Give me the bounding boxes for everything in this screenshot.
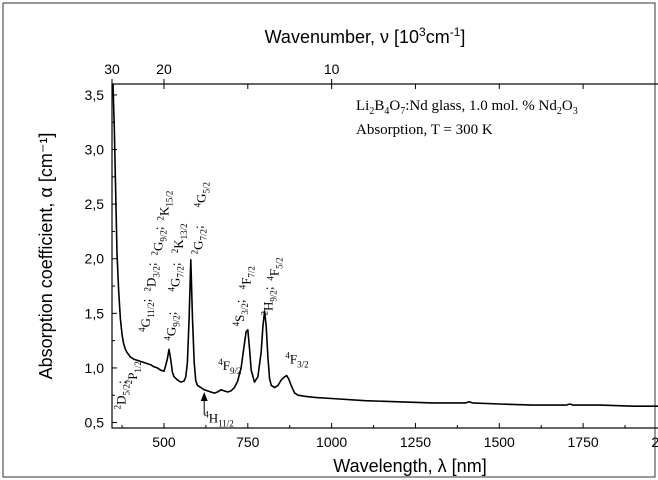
y-tick-label: 0,5 — [85, 415, 105, 431]
x-tick-label: 1750 — [568, 434, 599, 450]
legend-line-2: Absorption, T = 300 K — [356, 122, 493, 138]
transition-label-a3: 4G11/2; — [137, 299, 156, 332]
transition-labels: 2D5/2;2P1/2 4G11/2; 2D3/2; 2G9/2; 2K15/2 4G9/… — [112, 182, 308, 429]
transition-label-a17: 4F5/2 — [266, 257, 285, 280]
y-tick-label: 3,0 — [85, 142, 105, 158]
top-tick-label: 10 — [324, 61, 340, 77]
transition-label-a11: 4G5/2 — [193, 182, 212, 207]
transition-label-a9: 2K13/2 — [170, 223, 189, 253]
legend: Li2B4O7:Nd glass, 1.0 mol. % Nd2O3 Absor… — [356, 98, 578, 138]
x-tick-label: 1500 — [484, 434, 515, 450]
transition-label-a6: 2K15/2 — [155, 191, 174, 221]
series-line — [112, 83, 658, 407]
y-axis-label: Absorption coefficient, α [cm⁻¹] — [36, 133, 56, 380]
transition-label-a18: 4F3/2 — [285, 351, 308, 370]
transition-label-a1: 2D5/2; — [112, 380, 131, 409]
transition-label-a14: 4S3/2; — [231, 300, 250, 327]
y-axis: 0,5 1,0 1,5 2,0 2,5 3,0 3,5 — [85, 87, 117, 431]
x-axis-label: Wavelength, λ [nm] — [333, 456, 486, 476]
transition-label-a7: 4G9/2; — [163, 312, 182, 341]
y-tick-label: 2,0 — [85, 251, 105, 267]
x-tick-label: 500 — [152, 434, 176, 450]
x-tick-label: 750 — [236, 434, 260, 450]
transition-label-a13: 4F9/2 — [218, 357, 241, 376]
x-tick-label: 1000 — [316, 434, 347, 450]
y-tick-label: 3,5 — [85, 87, 105, 103]
x-tick-label: 2000 — [651, 434, 658, 450]
y-tick-label: 1,0 — [85, 360, 105, 376]
legend-line-1: Li2B4O7:Nd glass, 1.0 mol. % Nd2O3 — [356, 98, 578, 117]
x-tick-label: 1250 — [400, 434, 431, 450]
h11-arrow — [200, 391, 208, 415]
transition-label-a12: 4H11/2 — [204, 410, 234, 429]
y-tick-label: 1,5 — [85, 305, 105, 321]
transition-label-a16: 2H9/2; — [259, 286, 278, 315]
x-axis: 500 750 1000 1250 1500 1750 2000 — [121, 84, 658, 450]
transition-label-a2: 2P1/2 — [124, 361, 143, 384]
plot-area — [111, 83, 658, 429]
transition-label-a4: 2D3/2; — [143, 262, 162, 291]
transition-label-a5: 2G9/2; — [150, 226, 169, 255]
top-tick-label: 20 — [156, 61, 172, 77]
arrow-head — [200, 391, 208, 401]
transition-label-a10: 2G7/2; — [190, 225, 209, 254]
top-tick-label: 30 — [104, 61, 120, 77]
y-tick-label: 2,5 — [85, 196, 105, 212]
top-axis-label: Wavenumber, ν [103cm-1] — [265, 25, 466, 47]
top-axis: 30 20 10 — [104, 61, 340, 84]
transition-label-a8: 4G7/2; — [166, 262, 185, 291]
transition-label-a15: 4F7/2 — [238, 266, 257, 289]
